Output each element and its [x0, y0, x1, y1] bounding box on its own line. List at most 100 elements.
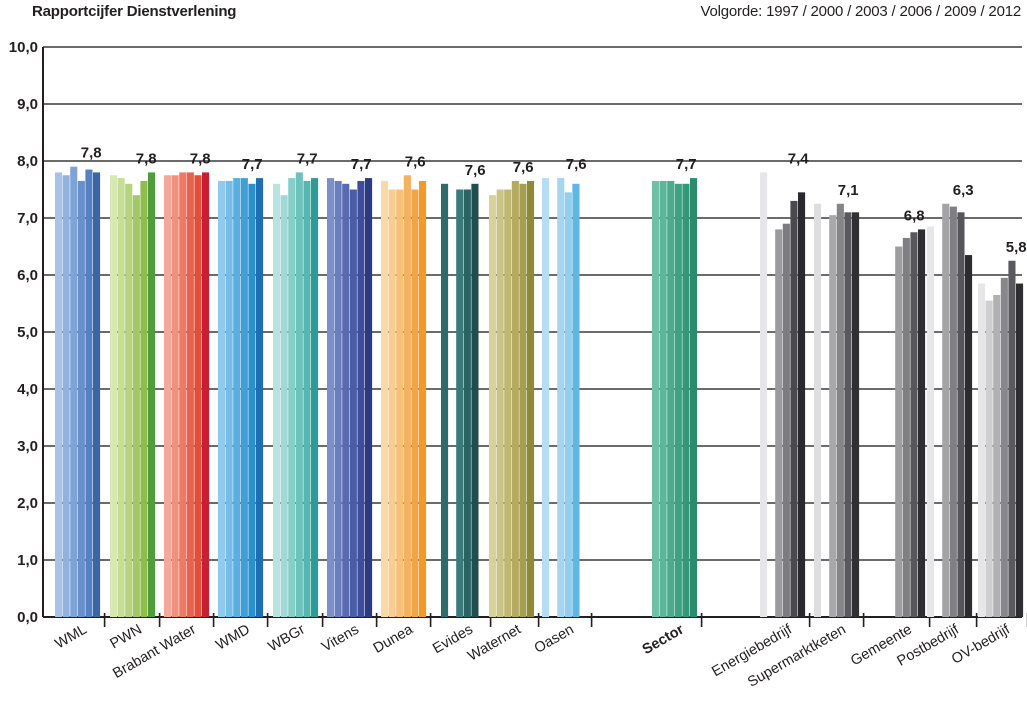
bar-pwn-2012 [148, 172, 156, 617]
bar-sector-1997 [652, 180, 660, 617]
value-label: 7,8 [190, 150, 211, 167]
bar-evides-2006 [463, 189, 471, 617]
bar-wmd-2012 [256, 178, 264, 617]
bar-waternet-2006 [511, 180, 519, 617]
category-label: WBGr [266, 622, 308, 656]
bar-wml-1997 [55, 172, 63, 617]
bar-waternet-2009 [519, 183, 527, 618]
bar-wml-2012 [93, 172, 101, 617]
bar-wml-2009 [85, 169, 93, 618]
value-label: 5,8 [1006, 239, 1027, 256]
y-tick-label: 9,0 [17, 96, 38, 113]
bar-energiebedrijf-1997 [760, 172, 768, 617]
category-label: Sector [640, 621, 687, 658]
bar-wmd-2009 [248, 183, 256, 618]
value-label: 6,8 [904, 207, 925, 224]
bar-vitens-2009 [357, 180, 365, 617]
y-tick-label: 4,0 [17, 381, 38, 398]
bar-dunea-2006 [403, 175, 411, 617]
bar-postbedrijf-1997 [927, 226, 935, 618]
bar-gemeente-2012 [918, 229, 926, 617]
bar-brabant-water-2006 [186, 172, 194, 617]
bar-vitens-2012 [365, 178, 373, 617]
bar-gemeente-2006 [902, 237, 910, 617]
bar-wbgr-1997 [273, 183, 281, 618]
bar-vitens-2000 [334, 180, 342, 617]
bar-energiebedrijf-2006 [782, 223, 790, 617]
value-label: 7,7 [297, 150, 318, 167]
bar-wml-2003 [70, 166, 78, 617]
bar-vitens-2003 [342, 183, 350, 618]
value-label: 7,7 [242, 156, 263, 173]
value-label: 7,4 [788, 150, 810, 167]
value-label: 7,7 [676, 156, 697, 173]
bar-pwn-2009 [140, 180, 148, 617]
bar-postbedrijf-2009 [957, 212, 965, 618]
bar-sector-2009 [682, 183, 690, 618]
bar-wmd-1997 [218, 180, 226, 617]
bar-evides-2003 [456, 189, 464, 617]
y-tick-label: 0,0 [17, 609, 38, 626]
bar-wmd-2000 [225, 180, 233, 617]
bar-gemeente-2003 [895, 246, 903, 617]
category-label: WML [52, 622, 89, 653]
bar-supermarktketen-2009 [844, 212, 852, 618]
bar-postbedrijf-2012 [965, 255, 973, 618]
y-tick-label: 1,0 [17, 552, 38, 569]
value-label: 7,6 [405, 153, 426, 170]
bar-wml-2006 [77, 180, 85, 617]
category-label: WMD [213, 622, 252, 654]
bar-dunea-2012 [419, 180, 427, 617]
bar-waternet-2012 [527, 180, 535, 617]
bar-gemeente-2009 [910, 232, 918, 617]
category-label: Vitens [319, 622, 362, 656]
value-label: 7,1 [838, 182, 859, 199]
bar-vitens-1997 [327, 178, 335, 617]
bar-dunea-2009 [411, 189, 419, 617]
bar-ov-bedrijf-2009 [1008, 260, 1016, 617]
bar-sector-2006 [674, 183, 682, 618]
bar-ov-bedrijf-2003 [993, 294, 1001, 617]
bar-wbgr-2012 [311, 178, 319, 617]
bar-pwn-2003 [125, 183, 133, 618]
bar-evides-2009 [471, 183, 479, 618]
y-tick-label: 2,0 [17, 495, 38, 512]
bar-wmd-2003 [233, 178, 241, 617]
bar-wbgr-2000 [280, 195, 288, 617]
bar-pwn-2006 [132, 195, 140, 617]
value-label: 7,8 [81, 145, 102, 162]
bar-wml-2000 [62, 175, 70, 617]
bar-energiebedrijf-2009 [790, 200, 798, 617]
bar-energiebedrijf-2003 [775, 229, 783, 617]
chart-subtitle: Volgorde: 1997 / 2000 / 2003 / 2006 / 20… [700, 3, 1022, 20]
bar-sector-2000 [659, 180, 667, 617]
category-label: Waternet [465, 622, 523, 665]
bar-energiebedrijf-2012 [798, 192, 806, 617]
bar-oasen-2006 [564, 192, 572, 617]
bar-ov-bedrijf-2006 [1000, 277, 1008, 617]
bar-pwn-2000 [117, 178, 125, 617]
value-label: 7,6 [566, 156, 587, 173]
bar-ov-bedrijf-2012 [1016, 283, 1024, 617]
bar-sector-2003 [667, 180, 675, 617]
bar-oasen-1997 [542, 178, 550, 617]
bar-brabant-water-2000 [171, 175, 179, 617]
y-tick-label: 5,0 [17, 324, 38, 341]
bar-supermarktketen-2006 [836, 203, 844, 617]
bar-dunea-2003 [396, 189, 404, 617]
y-tick-label: 10,0 [9, 39, 38, 56]
bar-waternet-2003 [504, 189, 512, 617]
bar-oasen-2009 [572, 183, 580, 618]
bar-supermarktketen-2003 [829, 215, 837, 617]
value-label: 7,6 [513, 159, 534, 176]
bar-wbgr-2003 [288, 178, 296, 617]
value-label: 7,6 [465, 162, 486, 179]
bar-postbedrijf-2006 [949, 206, 957, 617]
category-label: Supermarktketen [745, 622, 849, 691]
bar-supermarktketen-2012 [852, 212, 860, 618]
chart-title: Rapportcijfer Dienstverlening [32, 3, 237, 20]
bar-waternet-2000 [496, 189, 504, 617]
category-label: OV-bedrijf [949, 621, 1014, 668]
y-tick-label: 6,0 [17, 267, 38, 284]
y-tick-label: 3,0 [17, 438, 38, 455]
